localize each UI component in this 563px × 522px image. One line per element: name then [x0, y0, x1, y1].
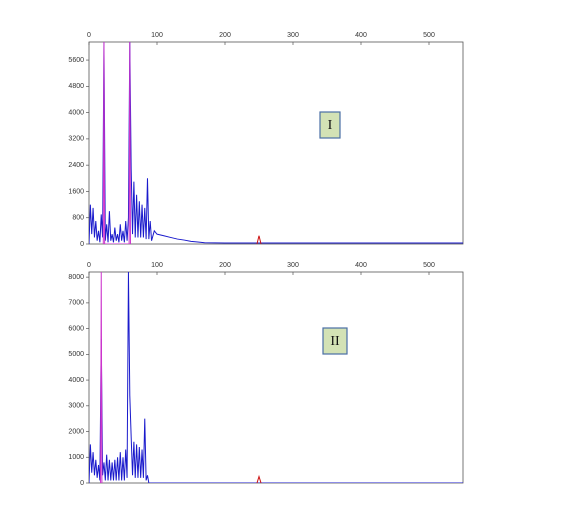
spectrum-line	[89, 272, 463, 483]
y-tick-label: 2400	[68, 162, 84, 169]
y-tick-label: 3200	[68, 136, 84, 143]
plot-area	[88, 271, 464, 484]
y-tick-label: 0	[80, 480, 84, 487]
y-tick-label: 4800	[68, 83, 84, 90]
x-tick-label: 100	[151, 262, 163, 269]
x-tick-label: 300	[287, 262, 299, 269]
x-tick-label: 0	[87, 262, 91, 269]
spectrum-line	[256, 474, 262, 483]
x-tick-label: 500	[423, 262, 435, 269]
y-tick-label: 1000	[68, 454, 84, 461]
x-tick-label: 0	[87, 32, 91, 39]
y-tick-label: 2000	[68, 428, 84, 435]
plot-area	[88, 41, 464, 245]
spectrum-line	[102, 42, 131, 244]
y-tick-label: 3000	[68, 403, 84, 410]
y-tick-label: 0	[80, 241, 84, 248]
x-tick-label: 200	[219, 32, 231, 39]
spectrum-line	[100, 272, 103, 483]
y-tick-label: 800	[72, 215, 84, 222]
y-tick-label: 4000	[68, 377, 84, 384]
spectrum-line	[256, 235, 262, 244]
y-tick-label: 1600	[68, 188, 84, 195]
y-tick-label: 5000	[68, 351, 84, 358]
panel: 0 100 200 300 400 500010002000300040005000600…	[68, 262, 464, 487]
x-tick-label: 100	[151, 32, 163, 39]
x-tick-label: 400	[355, 32, 367, 39]
annotation-box	[319, 111, 341, 139]
y-tick-label: 5600	[68, 57, 84, 64]
x-tick-label: 400	[355, 262, 367, 269]
spectrum-line	[89, 42, 463, 244]
y-tick-label: 7000	[68, 300, 84, 307]
panel: 0 100 200 300 400 500 0 800 1600 2400 3200 4000 4800…	[68, 32, 464, 248]
x-tick-label: 300	[287, 32, 299, 39]
annotation-box	[322, 327, 348, 355]
x-tick-label: 200	[219, 262, 231, 269]
x-tick-label: 500	[423, 32, 435, 39]
annotation: I	[328, 118, 333, 133]
y-tick-label: 4000	[68, 109, 84, 116]
y-tick-label: 6000	[68, 325, 84, 332]
annotation: II	[330, 334, 340, 349]
y-tick-label: 8000	[68, 274, 84, 281]
